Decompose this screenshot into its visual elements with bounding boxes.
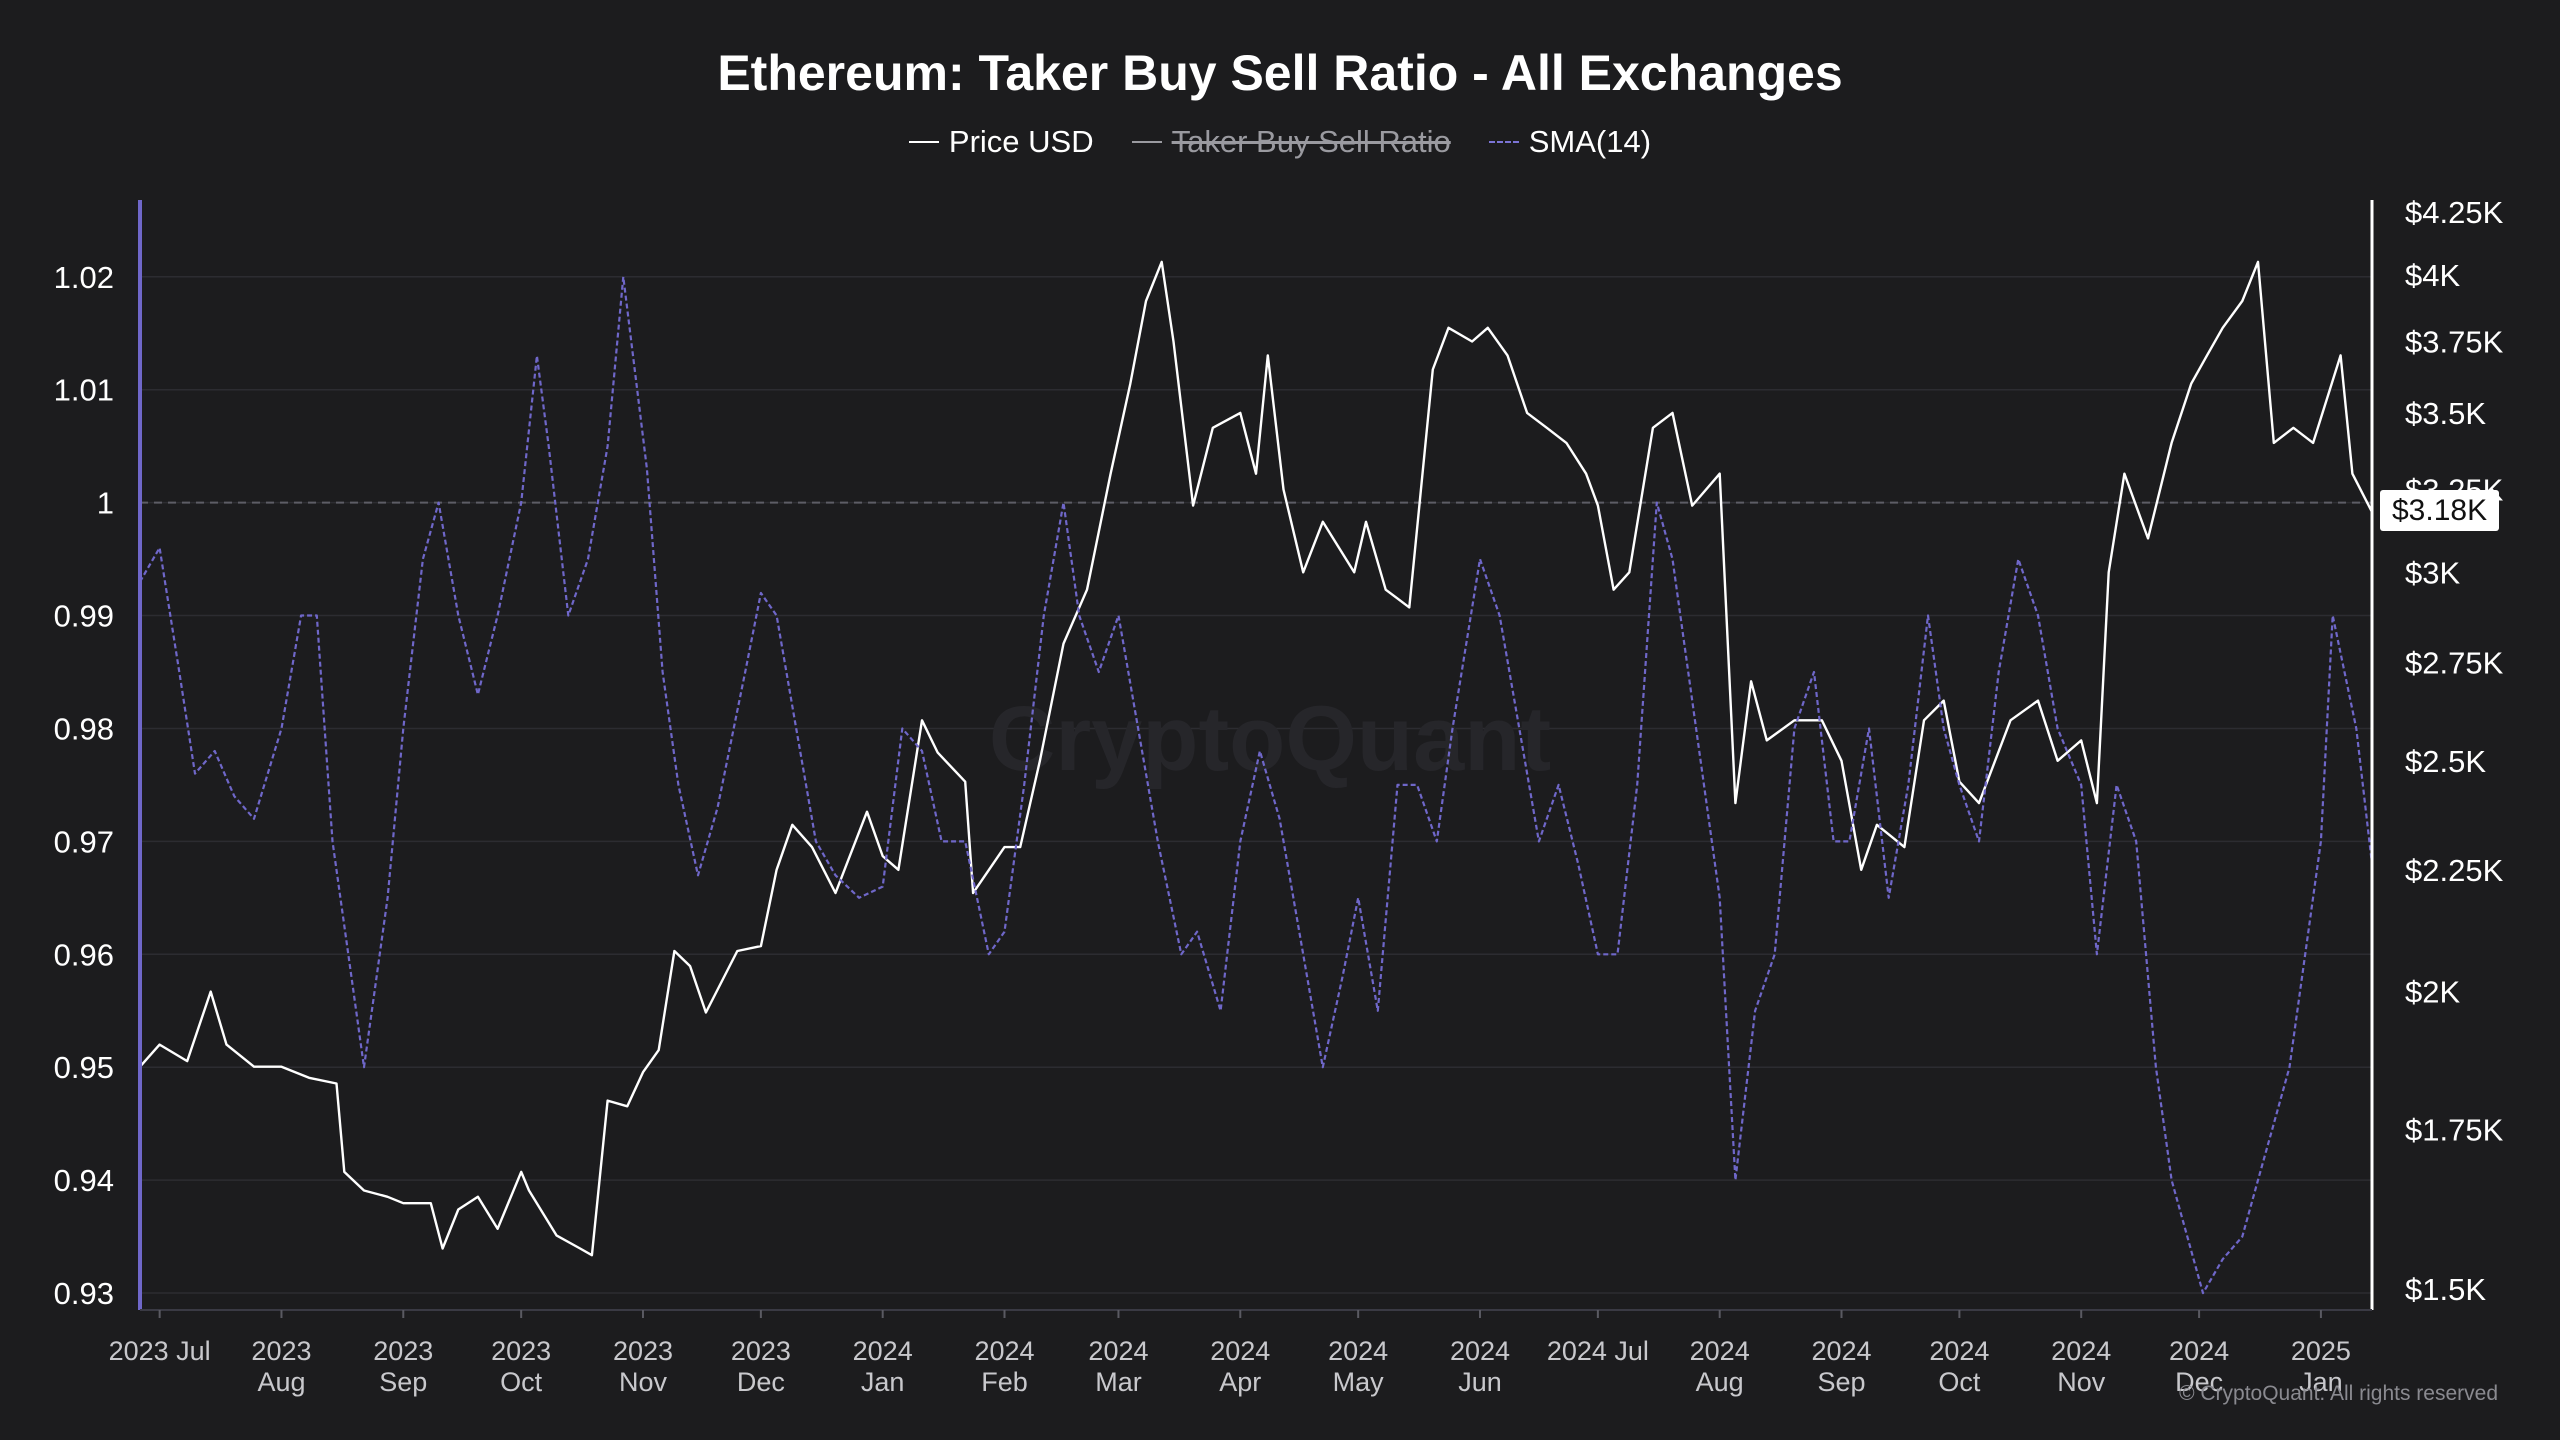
watermark: CryptoQuant xyxy=(989,688,1551,790)
left-axis-tick-label: 0.93 xyxy=(54,1276,114,1311)
left-axis-tick-label: 1.01 xyxy=(54,373,114,408)
legend-label-price: Price USD xyxy=(948,124,1094,159)
x-axis-tick-label: Dec xyxy=(2175,1367,2223,1397)
x-axis-tick-label: Mar xyxy=(1095,1367,1142,1397)
x-axis-tick-label: Jun xyxy=(1458,1367,1502,1397)
x-axis-tick-label: 2023 xyxy=(731,1336,791,1366)
current-price-tag: $3.18K xyxy=(2380,490,2500,532)
grid xyxy=(140,276,2372,1294)
x-axis-tick-label: 2024 xyxy=(1210,1336,1270,1366)
right-axis-ticks: $1.5K$1.75K$2K$2.25K$2.5K$2.75K$3K$3.25K… xyxy=(2405,195,2504,1307)
x-axis-tick-label: Oct xyxy=(1938,1367,1981,1397)
copyright-notice: © CryptoQuant. All rights reserved xyxy=(2179,1382,2498,1405)
right-axis-tick-label: $4.25K xyxy=(2405,195,2504,230)
x-axis-tick-label: 2024 xyxy=(1088,1336,1148,1366)
x-axis-tick-label: 2023 Jul xyxy=(109,1336,211,1366)
x-axis-tick-label: Dec xyxy=(737,1367,785,1397)
right-axis-tick-label: $3K xyxy=(2405,555,2460,590)
legend-label-taker-ratio: Taker Buy Sell Ratio xyxy=(1171,124,1451,159)
x-axis-tick-label: Sep xyxy=(379,1367,427,1397)
x-axis-tick-label: 2024 xyxy=(1929,1336,1989,1366)
x-axis-tick-label: 2024 xyxy=(2051,1336,2111,1366)
x-axis-tick-label: 2024 xyxy=(2169,1336,2229,1366)
x-axis-tick-label: 2024 xyxy=(974,1336,1034,1366)
x-axis-tick-label: 2023 xyxy=(373,1336,433,1366)
x-axis-tick-label: Aug xyxy=(257,1367,305,1397)
right-axis-tick-label: $2K xyxy=(2405,975,2460,1010)
left-axis-tick-label: 0.96 xyxy=(54,937,114,972)
x-axis-tick-label: Oct xyxy=(500,1367,543,1397)
legend: Price USD Taker Buy Sell Ratio SMA(14) xyxy=(0,124,2560,160)
right-axis-tick-label: $2.25K xyxy=(2405,853,2504,888)
x-axis-tick-label: Sep xyxy=(1817,1367,1865,1397)
x-axis-tick-label: Nov xyxy=(2057,1367,2106,1397)
right-axis-tick-label: $3.5K xyxy=(2405,396,2486,431)
left-axis-tick-label: 0.98 xyxy=(54,711,114,746)
x-axis-tick-label: 2024 xyxy=(1450,1336,1510,1366)
x-axis-tick-label: May xyxy=(1333,1367,1385,1397)
x-axis-tick-label: 2024 xyxy=(1328,1336,1388,1366)
legend-item-price[interactable]: Price USD xyxy=(908,124,1094,160)
x-axis-ticks: 2023 Jul 2023Aug2023Sep2023Oct2023Nov2023… xyxy=(109,1310,2351,1397)
x-axis-tick-label: Feb xyxy=(981,1367,1028,1397)
x-axis-tick-label: Aug xyxy=(1696,1367,1744,1397)
x-axis-tick-label: 2023 xyxy=(613,1336,673,1366)
x-axis-tick-label: 2023 xyxy=(491,1336,551,1366)
left-axis-tick-label: 0.99 xyxy=(54,599,114,634)
left-axis-tick-label: 0.94 xyxy=(54,1163,114,1198)
x-axis-tick-label: Apr xyxy=(1219,1367,1261,1397)
series-line-sma-14 xyxy=(139,275,2374,1295)
legend-label-sma: SMA(14) xyxy=(1528,124,1652,159)
chart-title: Ethereum: Taker Buy Sell Ratio - All Exc… xyxy=(717,45,1843,101)
x-axis-tick-label: 2025 xyxy=(2291,1336,2351,1366)
right-axis-tick-label: $1.5K xyxy=(2405,1272,2486,1307)
x-axis-tick-label: 2023 xyxy=(251,1336,311,1366)
legend-swatch-sma xyxy=(1488,141,1519,143)
legend-item-taker-ratio[interactable]: Taker Buy Sell Ratio xyxy=(1131,124,1451,160)
series-line-price-usd xyxy=(139,260,2374,1257)
left-axis-ticks: 0.93 0.94 0.95 0.96 0.97 0.98 0.99 1 1.01 1.02 xyxy=(54,260,114,1311)
x-axis-tick-label: Jan xyxy=(2299,1367,2343,1397)
axes xyxy=(138,200,2374,1311)
left-axis-tick-label: 0.97 xyxy=(54,824,114,859)
x-axis-tick-label: Nov xyxy=(619,1367,668,1397)
x-axis-tick-label: 2024 xyxy=(1690,1336,1750,1366)
legend-swatch-taker-ratio xyxy=(1131,141,1162,143)
x-axis-tick-label: 2024 Jul xyxy=(1547,1336,1649,1366)
legend-swatch-price xyxy=(908,141,939,143)
left-axis-tick-label: 0.95 xyxy=(54,1050,114,1085)
x-axis-tick-label: 2024 xyxy=(853,1336,913,1366)
right-axis-tick-label: $4K xyxy=(2405,258,2460,293)
x-axis-tick-label: Jan xyxy=(861,1367,905,1397)
left-axis-tick-label: 1.02 xyxy=(54,260,114,295)
left-axis-tick-label: 1 xyxy=(97,486,114,521)
x-axis-tick-label: 2024 xyxy=(1811,1336,1871,1366)
series-layer xyxy=(139,260,2374,1295)
right-axis-tick-label: $3.75K xyxy=(2405,325,2504,360)
right-axis-tick-label: $1.75K xyxy=(2405,1113,2504,1148)
right-axis-tick-label: $2.5K xyxy=(2405,744,2486,779)
legend-item-sma[interactable]: SMA(14) xyxy=(1488,124,1652,160)
right-axis-tick-label: $2.75K xyxy=(2405,645,2504,680)
